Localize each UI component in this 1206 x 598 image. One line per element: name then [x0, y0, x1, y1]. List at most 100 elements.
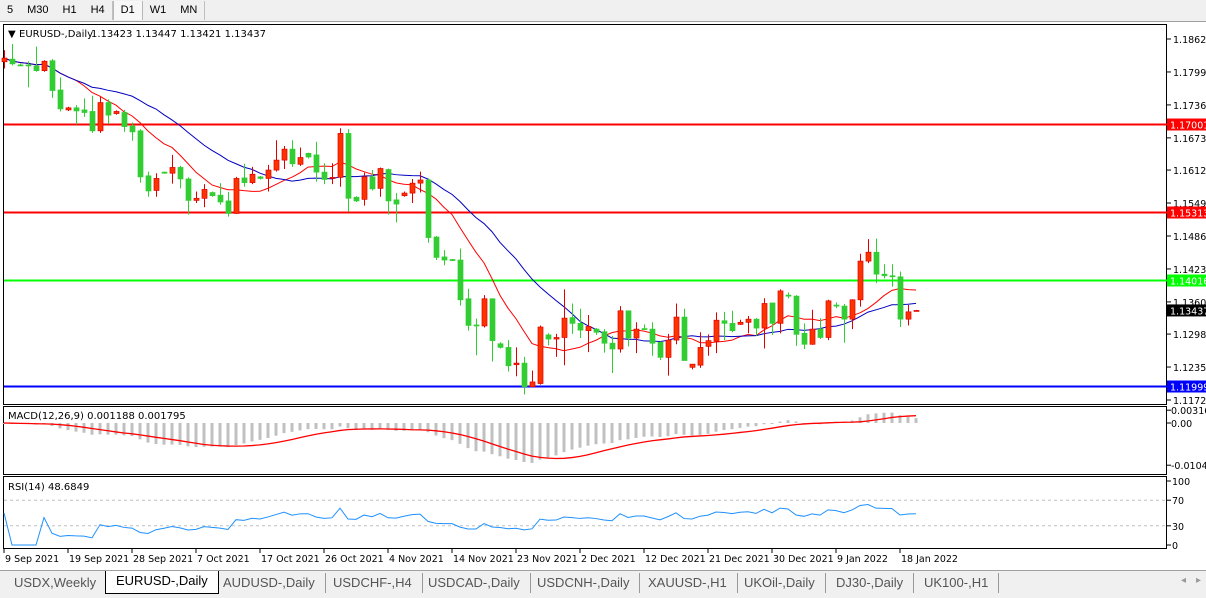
candle — [353, 196, 360, 202]
macd-histogram-bar — [698, 423, 702, 435]
timeframe-toolbar: 5 M30 H1 H4 D1 W1 MN — [0, 0, 1206, 22]
tab-audusd-daily[interactable]: AUDUSD-,Daily — [213, 573, 326, 593]
candle — [345, 129, 352, 212]
macd-histogram-bar — [634, 423, 638, 438]
candle-body — [481, 298, 488, 327]
tab-dj30-daily[interactable]: DJ30-,Daily — [826, 573, 915, 593]
price-chart[interactable]: 1.18625 1.17995 1.17365 1.16735 1.16120 1.154… — [0, 21, 1206, 570]
candle — [105, 99, 112, 125]
macd-histogram-bar — [474, 423, 478, 452]
candle — [305, 152, 312, 159]
tab-eurusd-daily[interactable]: EURUSD-,Daily — [105, 571, 219, 594]
price-tick-label: 1.18625 — [1173, 35, 1206, 46]
candle-body — [585, 326, 592, 332]
candle-body — [417, 179, 424, 184]
candle-body — [561, 317, 568, 338]
candle — [497, 342, 504, 349]
candle — [65, 106, 72, 111]
candle-body — [185, 178, 192, 201]
macd-histogram-bar — [322, 423, 326, 430]
timeframe-w1[interactable]: W1 — [149, 4, 167, 16]
timeframe-mn[interactable]: MN — [180, 4, 198, 16]
candle — [825, 299, 832, 341]
candle — [369, 170, 376, 191]
candle — [897, 271, 904, 328]
candle — [913, 309, 920, 312]
candle-body — [505, 347, 512, 367]
candle-body — [9, 58, 16, 65]
macd-tick-label: 0.00 — [1171, 419, 1192, 430]
macd-histogram-bar — [650, 423, 654, 437]
candle-body — [465, 298, 472, 326]
candle — [385, 168, 392, 215]
candle-body — [377, 168, 384, 189]
macd-histogram-bar — [106, 423, 110, 435]
candle — [17, 63, 24, 67]
candle — [625, 310, 632, 347]
candle-body — [81, 109, 88, 113]
candle-body — [105, 102, 112, 116]
macd-histogram-bar — [538, 423, 542, 460]
candle-body — [665, 339, 672, 358]
macd-histogram-bar — [418, 423, 422, 430]
macd-histogram-bar — [506, 423, 510, 459]
candle-body — [145, 175, 152, 192]
macd-histogram-bar — [194, 423, 198, 448]
candle-body — [241, 177, 248, 183]
candle-body — [753, 318, 760, 329]
tab-ukoil-daily[interactable]: UKOil-,Daily — [734, 573, 826, 593]
tab-usdchf-h4[interactable]: USDCHF-,H4 — [323, 573, 423, 593]
candle — [657, 341, 664, 360]
tab-uk100-h1[interactable]: UK100-,H1 — [914, 573, 1000, 593]
rsi-label: RSI(14) 48.6849 — [8, 482, 89, 493]
macd-histogram-bar — [498, 423, 502, 457]
candle — [665, 333, 672, 376]
candle-body — [393, 199, 400, 205]
candle-body — [321, 171, 328, 180]
candle — [761, 298, 768, 349]
candle-body — [161, 171, 168, 174]
candle — [609, 335, 616, 374]
candle-body — [785, 294, 792, 297]
date-label: 2 Dec 2021 — [581, 554, 636, 565]
current-price-label: 1.13437 — [1170, 306, 1206, 317]
macd-histogram-bar — [370, 423, 374, 430]
macd-histogram-bar — [658, 423, 662, 437]
macd-histogram-bar — [586, 423, 590, 446]
scroll-left-icon[interactable]: ◂ — [1181, 575, 1187, 586]
scroll-right-icon[interactable]: ▸ — [1196, 575, 1202, 586]
candle — [225, 192, 232, 217]
candle — [441, 250, 448, 266]
timeframe-m5[interactable]: 5 — [7, 4, 14, 16]
date-label: 14 Nov 2021 — [453, 554, 514, 565]
timeframe-d1[interactable]: D1 — [112, 1, 143, 20]
macd-histogram-bar — [346, 423, 350, 429]
candle — [753, 318, 760, 336]
macd-histogram-bar — [618, 423, 622, 441]
macd-histogram-bar — [690, 423, 694, 436]
candle-body — [121, 112, 128, 127]
candle-body — [617, 310, 624, 350]
timeframe-h4[interactable]: H4 — [90, 4, 105, 16]
candle — [209, 191, 216, 197]
candle — [145, 171, 152, 197]
candle — [529, 370, 536, 388]
candle-body — [353, 196, 360, 202]
date-label: 4 Nov 2021 — [389, 554, 444, 565]
candle — [577, 308, 584, 339]
macd-histogram-bar — [58, 423, 62, 429]
candle — [553, 333, 560, 357]
timeframe-h1[interactable]: H1 — [62, 4, 77, 16]
tab-xauusd-h1[interactable]: XAUUSD-,H1 — [638, 573, 738, 593]
triangle-down-icon[interactable]: ▼ — [8, 29, 16, 40]
tab-usdcad-daily[interactable]: USDCAD-,Daily — [418, 573, 531, 593]
tab-usdcnh-daily[interactable]: USDCNH-,Daily — [527, 573, 641, 593]
macd-histogram-bar — [554, 423, 558, 456]
candle-body — [233, 178, 240, 214]
macd-histogram-bar — [858, 417, 862, 423]
tab-usdx-weekly[interactable]: USDX,Weekly — [4, 573, 108, 593]
macd-histogram-bar — [482, 423, 486, 452]
timeframe-m30[interactable]: M30 — [27, 4, 49, 16]
date-label: 9 Jan 2022 — [837, 554, 888, 565]
candle — [561, 289, 568, 366]
